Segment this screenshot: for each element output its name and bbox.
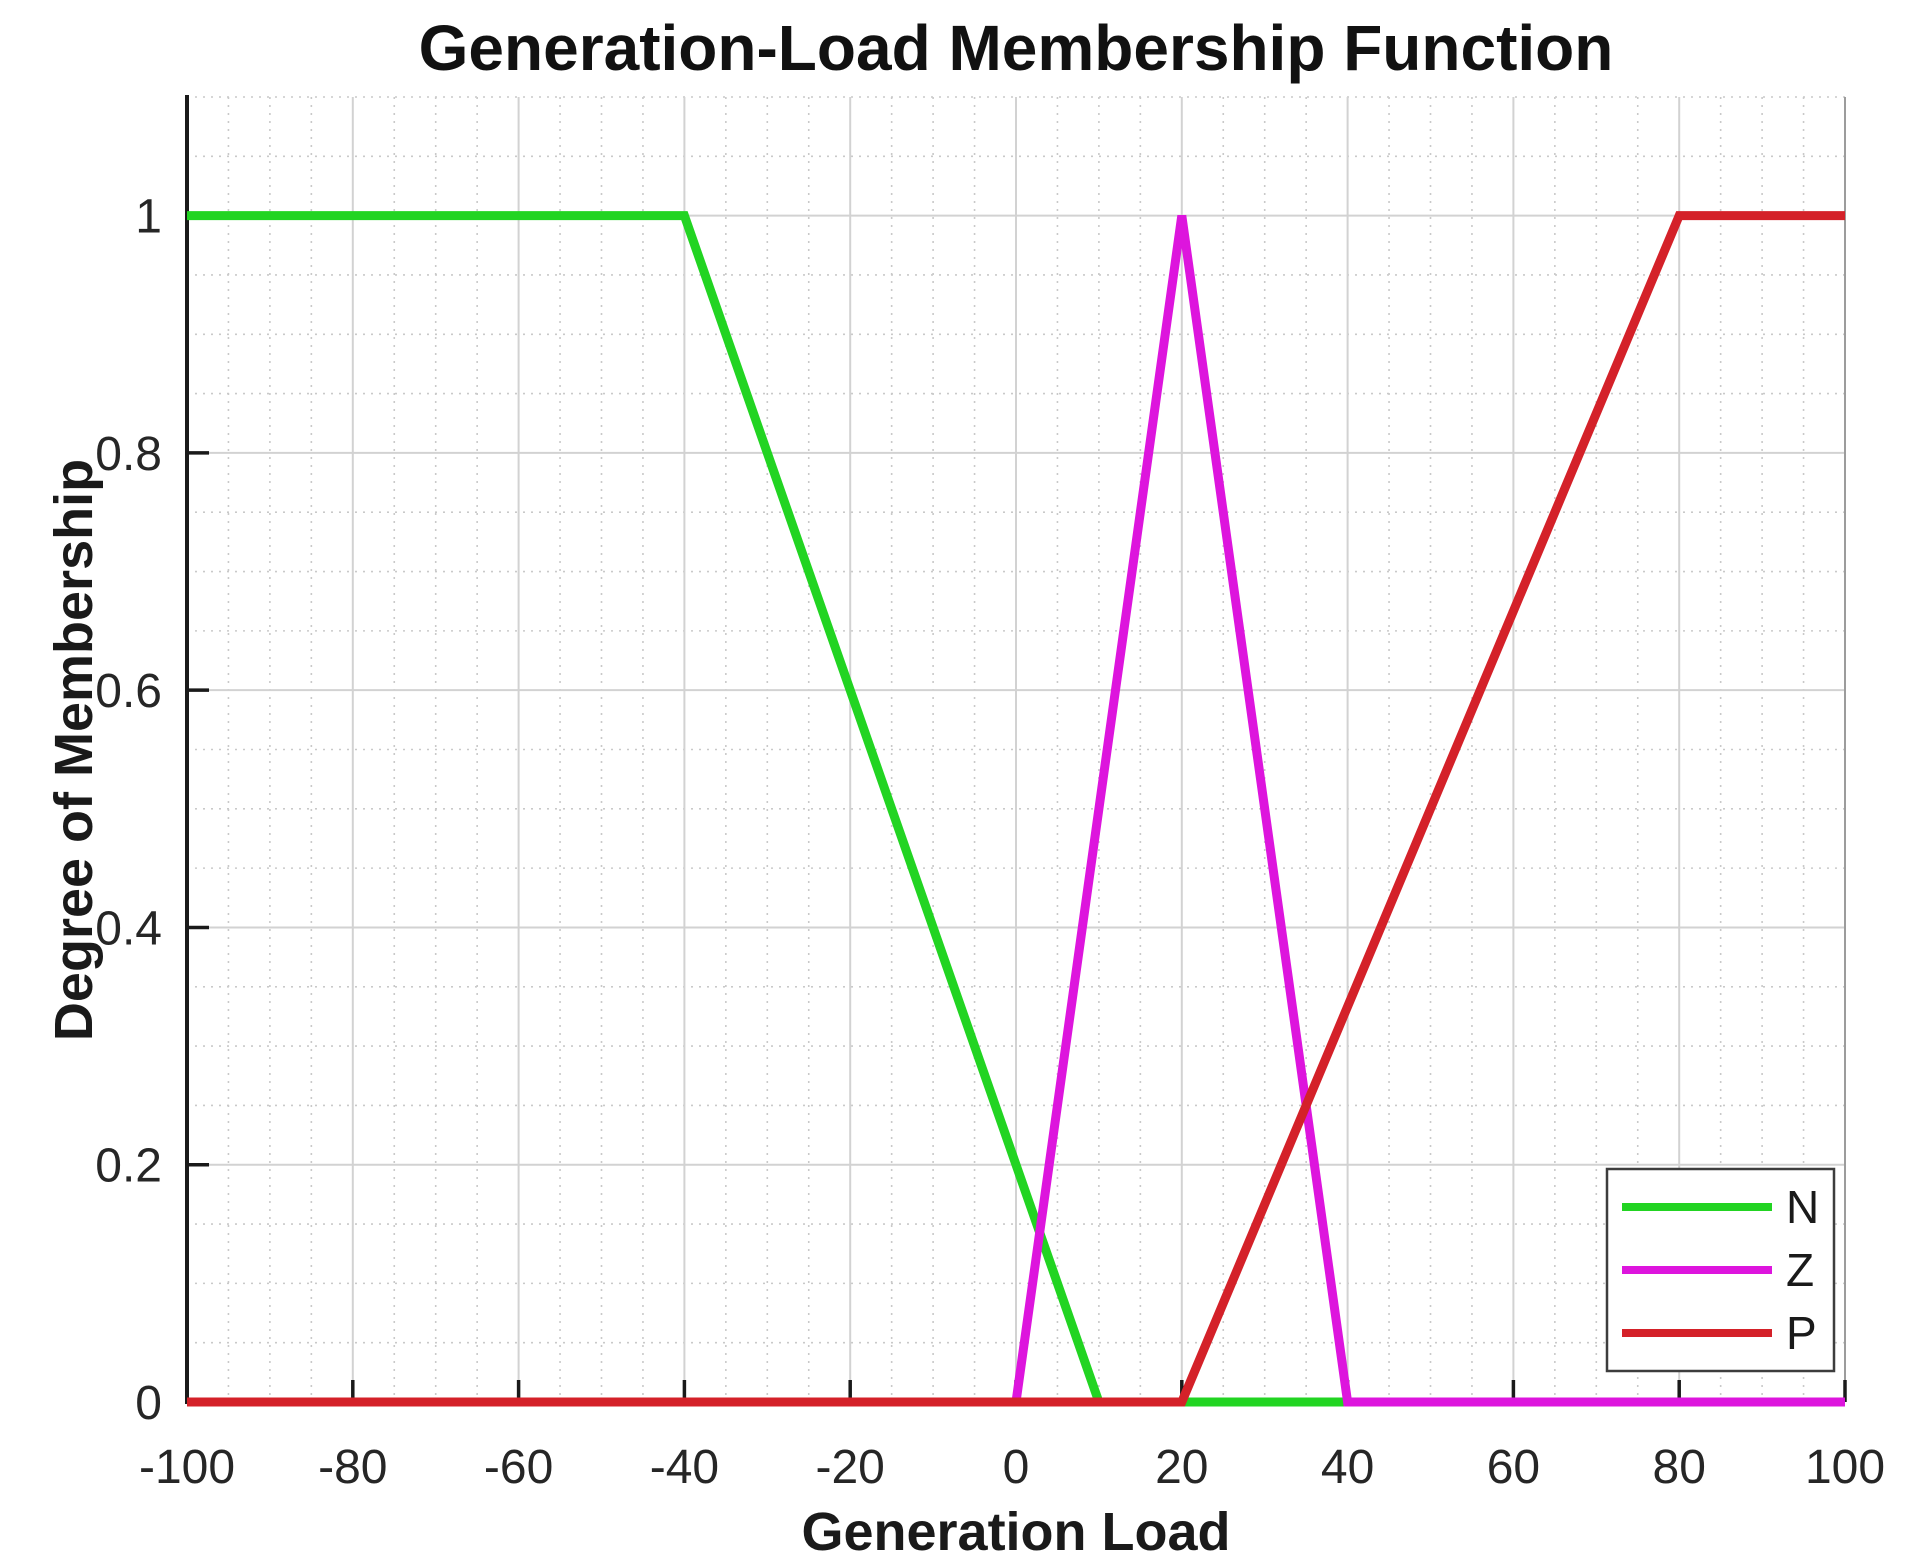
x-tick-label: -80 bbox=[318, 1441, 387, 1494]
y-tick-label: 0.2 bbox=[95, 1140, 162, 1193]
x-tick-label: 40 bbox=[1321, 1441, 1374, 1494]
x-tick-label: -60 bbox=[484, 1441, 553, 1494]
grid bbox=[186, 96, 1846, 1403]
x-axis-label: Generation Load bbox=[801, 1502, 1230, 1562]
y-tick-label: 0.6 bbox=[95, 665, 162, 718]
legend-item-n: N bbox=[1622, 1181, 1819, 1233]
x-tick-label: -20 bbox=[816, 1441, 885, 1494]
legend-label-p: P bbox=[1786, 1307, 1817, 1359]
x-tick-label: 80 bbox=[1653, 1441, 1706, 1494]
series-lines bbox=[187, 211, 1845, 1407]
chart-title: Generation-Load Membership Function bbox=[419, 12, 1614, 84]
x-tick-label: -100 bbox=[139, 1441, 235, 1494]
y-tick-label: 1 bbox=[135, 191, 162, 244]
y-tick-label: 0.4 bbox=[95, 902, 162, 955]
tick-labels: -100 -80 -60 -40 -20 0 20 40 60 80 100 0 0.2 0.4 0.6 0.… bbox=[95, 191, 1885, 1494]
x-tick-label: -40 bbox=[650, 1441, 719, 1494]
y-axis-label: Degree of Membership bbox=[44, 459, 104, 1041]
x-tick-label: 100 bbox=[1805, 1441, 1885, 1494]
x-tick-label: 0 bbox=[1003, 1441, 1030, 1494]
y-tick-label: 0 bbox=[135, 1377, 162, 1430]
x-tick-label: 20 bbox=[1155, 1441, 1208, 1494]
series-line-p bbox=[187, 211, 1845, 1407]
x-tick-label: 60 bbox=[1487, 1441, 1540, 1494]
legend-item-z: Z bbox=[1622, 1244, 1814, 1296]
legend: N Z P bbox=[1605, 1167, 1836, 1373]
legend-label-z: Z bbox=[1786, 1244, 1814, 1296]
y-tick-label: 0.8 bbox=[95, 428, 162, 481]
legend-item-p: P bbox=[1622, 1307, 1817, 1359]
legend-label-n: N bbox=[1786, 1181, 1819, 1233]
